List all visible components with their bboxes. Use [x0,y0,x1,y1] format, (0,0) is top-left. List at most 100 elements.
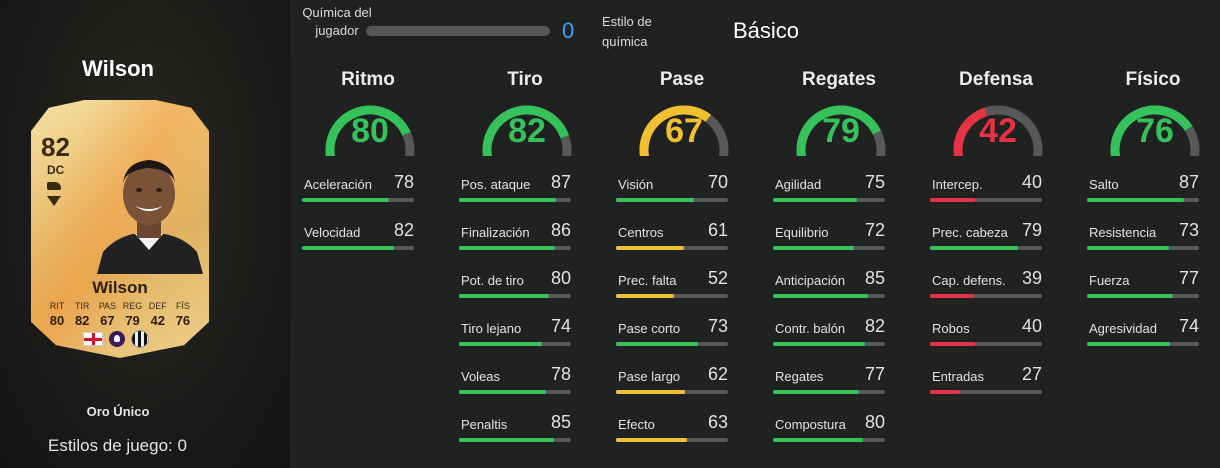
category-title: Físico [1125,69,1181,90]
sub-stat-label: Salto [1089,177,1119,192]
sub-stat-bar-fill [459,246,556,250]
newcastle-badge-icon [131,330,149,348]
sub-stat-row[interactable]: Prec. cabeza 79 [930,220,1042,268]
gauge-arc [1110,105,1200,166]
sub-stat-bar [616,390,728,394]
card-overall: 82 [41,132,70,162]
sub-stat-row[interactable]: Anticipación 85 [773,268,885,316]
sub-stat-bar [302,246,414,250]
sub-stat-bar [773,246,885,250]
chemistry-bar [366,26,550,36]
sub-stat-bar-fill [459,342,542,346]
sub-stat-value: 52 [707,268,728,288]
sub-stat-value: 82 [864,316,885,336]
card-type: Oro Único [86,404,150,419]
sub-stat-label: Regates [775,369,824,384]
playstyles-count[interactable]: Estilos de juego: 0 [48,436,187,455]
sub-stat-bar-fill [459,294,549,298]
sub-stat-row[interactable]: Intercep. 40 [930,172,1042,220]
sub-stat-value: 40 [1021,316,1042,336]
category-gauge: 80 [322,98,418,166]
sub-stat-row[interactable]: Agresividad 74 [1087,316,1199,364]
sub-stat-row[interactable]: Fuerza 77 [1087,268,1199,316]
player-card[interactable]: 82 DC Wilson RIT 80 TIR 82 PAS 67 REG 79 DEF 42 FÍ… [31,100,209,358]
card-stat-label: FÍS [175,301,190,311]
sub-stat-row[interactable]: Visión 70 [616,172,728,220]
sub-stat-row[interactable]: Contr. balón 82 [773,316,885,364]
sub-stat-row[interactable]: Velocidad 82 [302,220,414,268]
sub-stat-row[interactable]: Compostura 80 [773,412,885,460]
sub-stat-row[interactable]: Pot. de tiro 80 [459,268,571,316]
sub-stat-row[interactable]: Efecto 63 [616,412,728,460]
sub-stat-bar [616,198,728,202]
sub-stat-label: Efecto [618,417,655,432]
card-stat-label: TIR [74,301,90,311]
card-stats: RIT 80 TIR 82 PAS 67 REG 79 DEF 42 FÍS 76 [45,301,195,328]
sub-stat-value: 63 [707,412,728,432]
card-stat-value: 67 [100,313,115,328]
category-value: 67 [665,112,703,150]
sub-stat-row[interactable]: Pos. ataque 87 [459,172,571,220]
sub-stat-bar [773,294,885,298]
sub-stat-bar-fill [773,438,863,442]
sub-stat-row[interactable]: Voleas 78 [459,364,571,412]
category-value: 79 [822,112,860,150]
sub-stat-label: Tiro lejano [461,321,522,336]
sub-stat-bar-fill [1087,294,1174,298]
category-title: Tiro [507,69,543,90]
sub-stat-bar-fill [616,294,675,298]
boot-icon [47,182,61,190]
sub-stat-label: Entradas [932,369,985,384]
sub-stat-label: Finalización [461,225,530,240]
sub-stat-row[interactable]: Cap. defens. 39 [930,268,1042,316]
sub-stat-row[interactable]: Regates 77 [773,364,885,412]
category-value: 42 [979,112,1017,150]
sub-stat-label: Resistencia [1089,225,1157,240]
sub-stat-bar [616,438,728,442]
sub-stat-label: Equilibrio [775,225,829,240]
chem-style-value[interactable]: Básico [733,18,800,43]
sub-stat-bar-fill [773,294,869,298]
category-gauge: 42 [950,98,1046,166]
sub-stat-bar-fill [459,198,557,202]
sub-stat-row[interactable]: Equilibrio 72 [773,220,885,268]
sub-stat-value: 77 [864,364,885,384]
gauge-fill [482,105,569,166]
sub-stat-label: Fuerza [1089,273,1130,288]
card-stat-value: 82 [74,313,90,328]
sub-stat-row[interactable]: Finalización 86 [459,220,571,268]
category-value: 76 [1136,112,1174,150]
sub-stat-row[interactable]: Entradas 27 [930,364,1042,412]
sub-stat-row[interactable]: Pase corto 73 [616,316,728,364]
sub-stat-row[interactable]: Resistencia 73 [1087,220,1199,268]
sub-stat-bar-fill [459,438,555,442]
sub-stat-bar-fill [930,390,961,394]
sub-stat-row[interactable]: Tiro lejano 74 [459,316,571,364]
sub-stat-value: 73 [1178,220,1199,240]
sub-stat-bar [773,438,885,442]
chemistry-value: 0 [562,18,575,43]
category-gauge: 67 [636,98,732,166]
sub-stat-bar-fill [930,294,974,298]
sub-stat-bar-fill [302,246,394,250]
sub-stat-row[interactable]: Robos 40 [930,316,1042,364]
sub-stat-row[interactable]: Pase largo 62 [616,364,728,412]
sub-stat-label: Agilidad [775,177,822,192]
sub-stat-bar [1087,342,1199,346]
sub-stat-row[interactable]: Prec. falta 52 [616,268,728,316]
sub-stat-value: 85 [864,268,885,288]
sub-stat-row[interactable]: Aceleración 78 [302,172,414,220]
sub-stat-row[interactable]: Agilidad 75 [773,172,885,220]
player-panel: Wilson 82 DC Wilson RIT 80 TIR 82 PAS 67 REG 79… [0,0,290,468]
sub-stat-value: 40 [1021,172,1042,192]
sub-stat-row[interactable]: Salto 87 [1087,172,1199,220]
sub-stat-bar-fill [1087,198,1185,202]
sub-stat-bar-fill [616,198,695,202]
category-value: 80 [351,112,389,150]
card-stat-value: 76 [175,313,191,328]
sub-stat-label: Prec. falta [618,273,677,288]
sub-stat-row[interactable]: Centros 61 [616,220,728,268]
sub-stat-value: 73 [707,316,728,336]
sub-stat-row[interactable]: Penaltis 85 [459,412,571,460]
gauge-fill [1110,105,1193,166]
